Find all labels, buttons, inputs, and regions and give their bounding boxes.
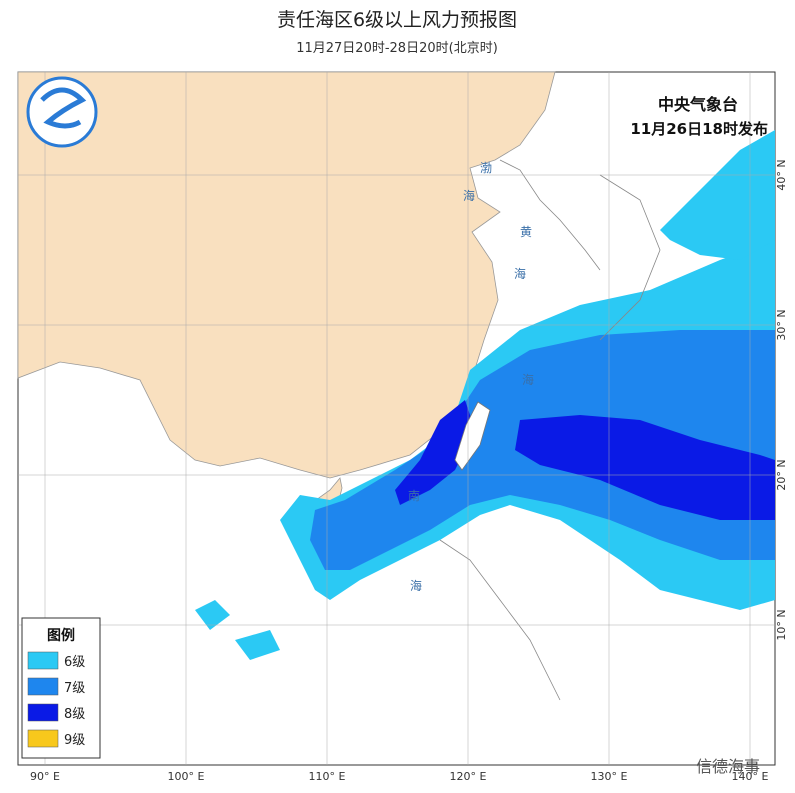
wind-8 [395,400,475,505]
lat-label: 10° N [775,609,788,640]
title: 责任海区6级以上风力预报图 [277,9,517,31]
sea-label: 黄 [520,225,532,239]
sea-label: 南 [408,488,420,503]
legend: 图例 6级 7级 8级 9级 [27,627,85,748]
legend-swatch [27,677,59,696]
legend-label: 9级 [64,733,85,748]
sea-label: 海 [522,372,534,387]
lon-label: 110° E [309,770,346,783]
sea-label: 海 [463,188,475,203]
legend-label: 8级 [64,707,85,722]
lat-label: 40° N [775,159,788,190]
sea-label: 海 [410,578,422,593]
wind-6 [195,600,280,660]
coastline [439,159,661,701]
wind-6 [660,130,775,260]
wind-8 [515,415,775,520]
sea-label: 渤 [480,161,492,175]
logo-mark [40,87,87,129]
lat-label: 20° N [775,459,788,490]
legend-swatch [27,729,59,748]
lon-label: 90° E [30,770,60,783]
subtitle: 11月27日20时-28日20时(北京时) [296,41,498,56]
taiwan [454,401,491,471]
labels: 90° E 100° E 110° E 120° E 130° E 140° E 40° N… [30,159,788,783]
lon-label: 100° E [168,770,205,783]
sea-label: 海 [514,266,526,281]
lon-label: 130° E [591,770,628,783]
legend-title: 图例 [47,627,75,644]
issue-time: 11月26日18时发布 [630,120,768,138]
watermark: 信德海事 [696,757,760,776]
legend-label: 7级 [64,681,85,696]
lon-label: 120° E [450,770,487,783]
lon-label: 140° E [732,770,769,783]
legend-label: 6级 [64,655,85,670]
lat-label: 30° N [775,309,788,340]
issuer: 中央气象台 [658,95,738,114]
legend-swatch [27,703,59,722]
legend-swatch [27,651,59,670]
